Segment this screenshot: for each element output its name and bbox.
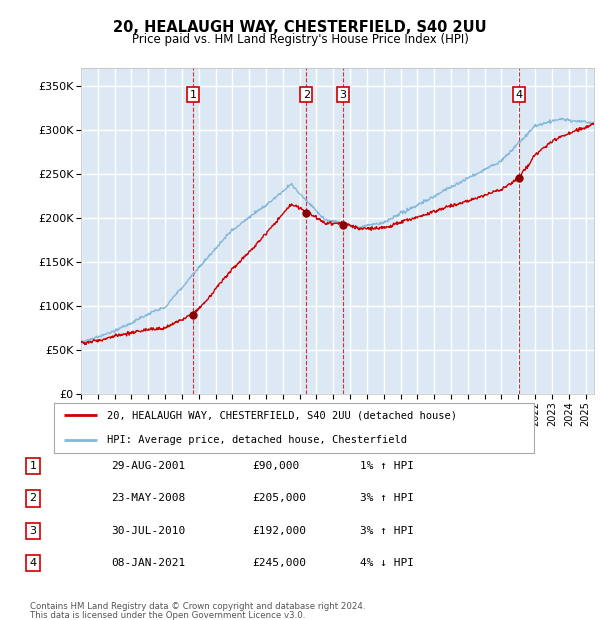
Text: This data is licensed under the Open Government Licence v3.0.: This data is licensed under the Open Gov…: [30, 611, 305, 619]
Text: 1: 1: [29, 461, 37, 471]
Text: 2: 2: [302, 90, 310, 100]
Text: 1% ↑ HPI: 1% ↑ HPI: [360, 461, 414, 471]
Text: 08-JAN-2021: 08-JAN-2021: [111, 558, 185, 568]
Text: 3: 3: [340, 90, 347, 100]
Text: HPI: Average price, detached house, Chesterfield: HPI: Average price, detached house, Ches…: [107, 435, 407, 445]
Text: £245,000: £245,000: [252, 558, 306, 568]
Text: 3: 3: [29, 526, 37, 536]
Text: 1: 1: [190, 90, 197, 100]
Text: 30-JUL-2010: 30-JUL-2010: [111, 526, 185, 536]
Text: £192,000: £192,000: [252, 526, 306, 536]
Text: 3% ↑ HPI: 3% ↑ HPI: [360, 526, 414, 536]
Text: 23-MAY-2008: 23-MAY-2008: [111, 494, 185, 503]
Text: Contains HM Land Registry data © Crown copyright and database right 2024.: Contains HM Land Registry data © Crown c…: [30, 602, 365, 611]
Text: 4: 4: [515, 90, 523, 100]
Text: 3% ↑ HPI: 3% ↑ HPI: [360, 494, 414, 503]
Text: £205,000: £205,000: [252, 494, 306, 503]
Text: 20, HEALAUGH WAY, CHESTERFIELD, S40 2UU (detached house): 20, HEALAUGH WAY, CHESTERFIELD, S40 2UU …: [107, 410, 457, 420]
Text: 4: 4: [29, 558, 37, 568]
Text: 29-AUG-2001: 29-AUG-2001: [111, 461, 185, 471]
Text: Price paid vs. HM Land Registry's House Price Index (HPI): Price paid vs. HM Land Registry's House …: [131, 33, 469, 45]
Text: 20, HEALAUGH WAY, CHESTERFIELD, S40 2UU: 20, HEALAUGH WAY, CHESTERFIELD, S40 2UU: [113, 20, 487, 35]
Text: 4% ↓ HPI: 4% ↓ HPI: [360, 558, 414, 568]
Text: £90,000: £90,000: [252, 461, 299, 471]
Text: 2: 2: [29, 494, 37, 503]
